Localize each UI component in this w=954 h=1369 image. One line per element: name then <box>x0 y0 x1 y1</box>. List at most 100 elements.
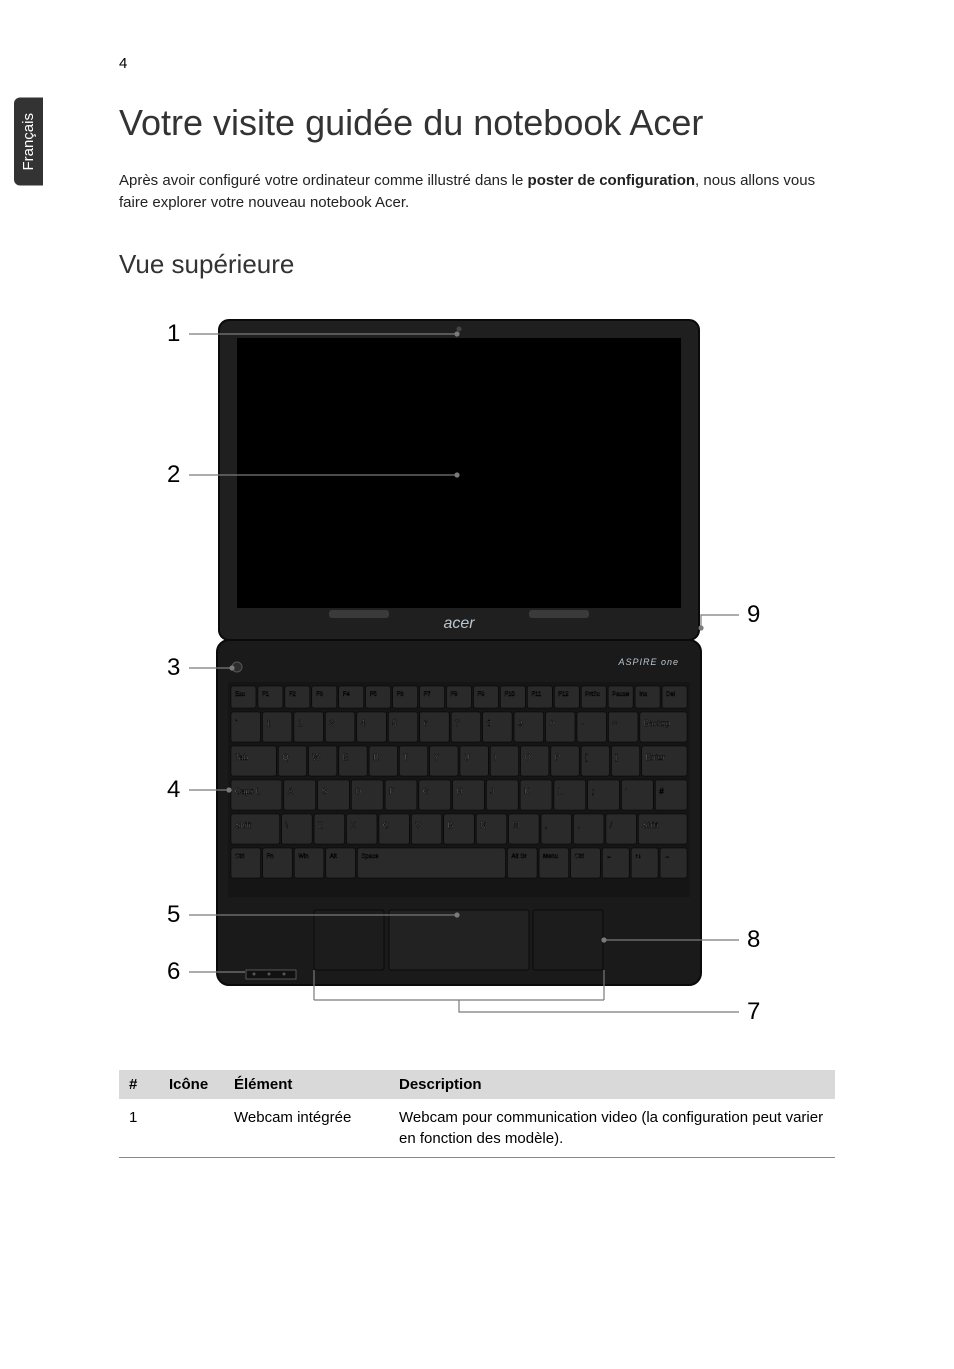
svg-text:-: - <box>581 719 584 728</box>
svg-text:]: ] <box>615 753 617 762</box>
svg-text:F2: F2 <box>289 692 297 698</box>
svg-text:F5: F5 <box>370 692 378 698</box>
svg-text:2: 2 <box>298 719 303 728</box>
svg-text:Pause: Pause <box>612 692 630 698</box>
callout-3: 3 <box>167 654 180 682</box>
svg-text:M: M <box>513 821 520 830</box>
svg-text:R: R <box>373 753 379 762</box>
svg-text:acer: acer <box>443 615 475 632</box>
svg-text:F11: F11 <box>531 692 542 698</box>
svg-text:Ins: Ins <box>639 692 647 698</box>
header-icon: Icône <box>159 1070 224 1099</box>
svg-text:Y: Y <box>434 753 440 762</box>
svg-text:#: # <box>659 787 664 796</box>
svg-text:.: . <box>577 821 579 830</box>
page-title: Votre visite guidée du notebook Acer <box>119 100 835 145</box>
svg-text:1: 1 <box>266 719 271 728</box>
svg-text:V: V <box>415 821 421 830</box>
svg-text:F7: F7 <box>424 692 432 698</box>
svg-text:,: , <box>545 821 547 830</box>
svg-text:F: F <box>389 787 394 796</box>
cell-element: Webcam intégrée <box>224 1099 389 1158</box>
svg-text:I: I <box>494 753 496 762</box>
callout-9: 9 <box>747 601 760 629</box>
callout-4: 4 <box>167 776 180 804</box>
svg-text:7: 7 <box>455 719 460 728</box>
svg-text:N: N <box>480 821 486 830</box>
svg-text:S: S <box>322 787 327 796</box>
language-tab: Français <box>14 98 43 186</box>
svg-text:Space: Space <box>361 854 379 860</box>
svg-text:K: K <box>524 787 530 796</box>
intro-before: Après avoir configuré votre ordinateur c… <box>119 172 528 189</box>
svg-text:E: E <box>343 753 348 762</box>
header-num: # <box>119 1070 159 1099</box>
svg-text:4: 4 <box>361 719 366 728</box>
svg-text:A: A <box>288 787 294 796</box>
table-header-row: # Icône Élément Description <box>119 1070 835 1099</box>
svg-text:Win: Win <box>298 854 308 860</box>
svg-text:G: G <box>423 787 429 796</box>
svg-text:B: B <box>448 821 453 830</box>
svg-text:Ctrl: Ctrl <box>575 854 584 860</box>
svg-text:P: P <box>555 753 560 762</box>
svg-text:W: W <box>313 753 321 762</box>
intro-paragraph: Après avoir configuré votre ordinateur c… <box>119 170 835 214</box>
svg-text:=: = <box>612 719 617 728</box>
svg-text:U: U <box>464 753 470 762</box>
svg-text:Shift: Shift <box>235 821 252 830</box>
intro-bold: poster de configuration <box>528 172 696 189</box>
header-description: Description <box>389 1070 835 1099</box>
svg-text:Alt Gr: Alt Gr <box>511 854 526 860</box>
main-content: Votre visite guidée du notebook Acer Apr… <box>0 0 954 1198</box>
svg-text:F1: F1 <box>262 692 270 698</box>
laptop-diagram: acer ASPIRE one EscF1F2F3F4F5F6F7F8F9F10… <box>119 310 839 1030</box>
header-element: Élément <box>224 1070 389 1099</box>
svg-text:→: → <box>664 854 670 860</box>
laptop-illustration: acer ASPIRE one EscF1F2F3F4F5F6F7F8F9F10… <box>119 310 839 1030</box>
svg-text:9: 9 <box>518 719 523 728</box>
components-table: # Icône Élément Description 1 Webcam int… <box>119 1070 835 1158</box>
cell-icon <box>159 1099 224 1158</box>
callout-7: 7 <box>747 998 760 1026</box>
svg-text:Alt: Alt <box>330 854 337 860</box>
svg-text:L: L <box>558 787 563 796</box>
svg-text:J: J <box>490 787 494 796</box>
svg-text:8: 8 <box>487 719 492 728</box>
svg-text:F6: F6 <box>397 692 405 698</box>
svg-text:Enter: Enter <box>646 753 665 762</box>
callout-2: 2 <box>167 461 180 489</box>
svg-text:←: ← <box>606 854 612 860</box>
svg-text:Ctrl: Ctrl <box>235 854 244 860</box>
svg-text:Tab: Tab <box>235 753 248 762</box>
svg-text:Shift: Shift <box>642 821 659 830</box>
svg-text:`: ` <box>235 719 238 728</box>
svg-text:Fn: Fn <box>267 854 274 860</box>
svg-text:0: 0 <box>550 719 555 728</box>
svg-text:F8: F8 <box>451 692 459 698</box>
section-title: Vue supérieure <box>119 249 835 280</box>
svg-text:Backsp: Backsp <box>644 719 671 728</box>
svg-text:X: X <box>351 821 357 830</box>
svg-text:Esc: Esc <box>235 692 245 698</box>
svg-text:T: T <box>403 753 408 762</box>
svg-text:C: C <box>383 821 389 830</box>
svg-text:PrtSc: PrtSc <box>585 692 600 698</box>
svg-text:H: H <box>457 787 463 796</box>
cell-num: 1 <box>119 1099 159 1158</box>
svg-text:F4: F4 <box>343 692 351 698</box>
svg-text:6: 6 <box>424 719 429 728</box>
callout-8: 8 <box>747 926 760 954</box>
svg-text:F10: F10 <box>504 692 515 698</box>
table-row: 1 Webcam intégrée Webcam pour communicat… <box>119 1099 835 1158</box>
svg-text:D: D <box>355 787 361 796</box>
svg-text:Del: Del <box>666 692 675 698</box>
callout-5: 5 <box>167 901 180 929</box>
svg-text:F3: F3 <box>316 692 324 698</box>
svg-text:F12: F12 <box>558 692 569 698</box>
cell-description: Webcam pour communication video (la conf… <box>389 1099 835 1158</box>
svg-text:O: O <box>525 753 531 762</box>
callout-1: 1 <box>167 320 180 348</box>
svg-text:Q: Q <box>282 753 288 762</box>
svg-text:5: 5 <box>392 719 397 728</box>
